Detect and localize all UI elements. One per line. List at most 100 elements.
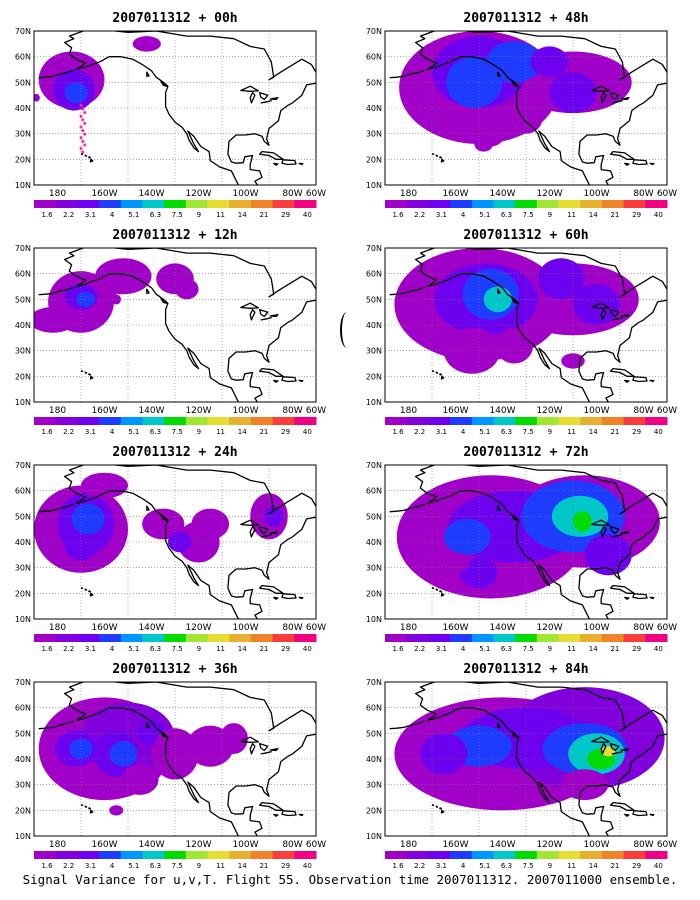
x-tick-label: 120W	[536, 623, 562, 633]
x-tick-label: 60W	[657, 189, 677, 199]
coastline	[63, 686, 239, 836]
y-tick-label: 10N	[366, 832, 382, 841]
y-tick-label: 10N	[366, 615, 382, 624]
colorbar-swatch	[536, 417, 560, 425]
variance-contour	[64, 82, 89, 103]
colorbar-swatch	[185, 200, 209, 208]
coastline	[414, 469, 590, 619]
y-tick-label: 60N	[15, 487, 31, 496]
x-tick-label: 140W	[489, 189, 515, 199]
colorbar-label: 5.1	[479, 211, 490, 219]
variance-contour	[151, 728, 199, 780]
colorbar-label: 11	[216, 211, 225, 219]
colorbar-label: 3.1	[85, 428, 96, 436]
lake	[249, 525, 256, 538]
island	[435, 588, 439, 591]
map-area	[385, 248, 667, 402]
x-tick-label: 100W	[583, 189, 609, 199]
island	[146, 71, 150, 78]
y-tick-label: 40N	[366, 321, 382, 330]
x-tick-label: 160W	[91, 406, 117, 416]
island	[440, 809, 445, 814]
variance-contour	[34, 307, 77, 333]
aleutian-islands	[389, 286, 426, 296]
x-tick-label: 180	[400, 406, 417, 416]
colorbar-swatch	[406, 200, 429, 208]
map-panel: 2007011312 + 72h 180 160W 140W 120W 100W 80W 60…	[366, 445, 677, 653]
lake	[249, 742, 256, 755]
island	[649, 162, 655, 166]
y-tick-label: 40N	[366, 755, 382, 764]
variance-contour	[573, 283, 620, 325]
island	[440, 375, 445, 380]
x-tick-label: 140W	[138, 840, 164, 850]
island	[435, 371, 439, 374]
map-area	[34, 682, 332, 836]
colorbar-swatch	[450, 851, 473, 859]
colorbar-label: 3.1	[85, 645, 96, 653]
colorbar-swatch	[601, 417, 625, 425]
colorbar-swatch	[471, 634, 494, 642]
y-tick-label: 20N	[15, 372, 31, 381]
coastline	[63, 469, 239, 619]
colorbar-label: 14	[589, 211, 598, 219]
lake	[258, 742, 269, 752]
lake	[600, 91, 607, 104]
island	[146, 505, 150, 512]
island	[318, 731, 332, 741]
x-tick-label: 80W	[633, 406, 653, 416]
colorbar-swatch	[515, 634, 538, 642]
y-tick-label: 70N	[15, 461, 31, 470]
colorbar-label: 40	[654, 862, 663, 870]
colorbar-swatch	[580, 634, 603, 642]
island	[669, 80, 683, 90]
map-panel: 2007011312 + 00h 180 160W 140W 120W 100W 80W 60…	[15, 11, 326, 219]
y-tick-label: 60N	[15, 53, 31, 62]
y-tick-label: 70N	[366, 27, 382, 36]
island	[511, 731, 519, 738]
y-tick-label: 20N	[366, 372, 382, 381]
lake	[611, 534, 623, 538]
panel-title: 2007011312 + 00h	[112, 11, 237, 26]
x-tick-label: 180	[400, 623, 417, 633]
x-tick-label: 100W	[583, 623, 609, 633]
colorbar-label: 29	[281, 428, 290, 436]
aleutian-islands	[389, 503, 426, 513]
island	[439, 156, 443, 159]
y-tick-label: 10N	[366, 181, 382, 190]
colorbar-swatch	[229, 851, 252, 859]
island	[669, 731, 683, 741]
x-tick-label: 120W	[536, 189, 562, 199]
y-tick-label: 20N	[15, 155, 31, 164]
colorbar-swatch	[120, 851, 143, 859]
colorbar-label: 11	[216, 862, 225, 870]
observation-point	[79, 114, 83, 118]
colorbar-label: 40	[303, 428, 312, 436]
observation-point	[79, 136, 83, 140]
coastline	[420, 31, 667, 185]
island	[435, 154, 439, 157]
colorbar-swatch	[120, 417, 143, 425]
colorbar-swatch	[34, 417, 57, 425]
island	[624, 596, 630, 600]
coastline	[420, 248, 667, 402]
variance-contour	[561, 353, 585, 369]
x-tick-label: 120W	[185, 623, 211, 633]
island	[439, 590, 443, 593]
y-tick-label: 70N	[15, 27, 31, 36]
colorbar-label: 11	[216, 428, 225, 436]
colorbar-label: 5.1	[479, 645, 490, 653]
colorbar-label: 29	[632, 211, 641, 219]
colorbar-label: 2.2	[414, 428, 425, 436]
x-tick-label: 160W	[442, 623, 468, 633]
colorbar-swatch	[55, 200, 78, 208]
x-tick-label: 80W	[282, 840, 302, 850]
colorbar-label: 9	[197, 645, 201, 653]
y-tick-label: 50N	[15, 295, 31, 304]
colorbar-label: 1.6	[392, 862, 404, 870]
island	[273, 379, 279, 383]
island	[439, 373, 443, 376]
colorbar-swatch	[493, 417, 516, 425]
aleutian-islands	[38, 720, 75, 730]
colorbar-label: 9	[548, 428, 552, 436]
